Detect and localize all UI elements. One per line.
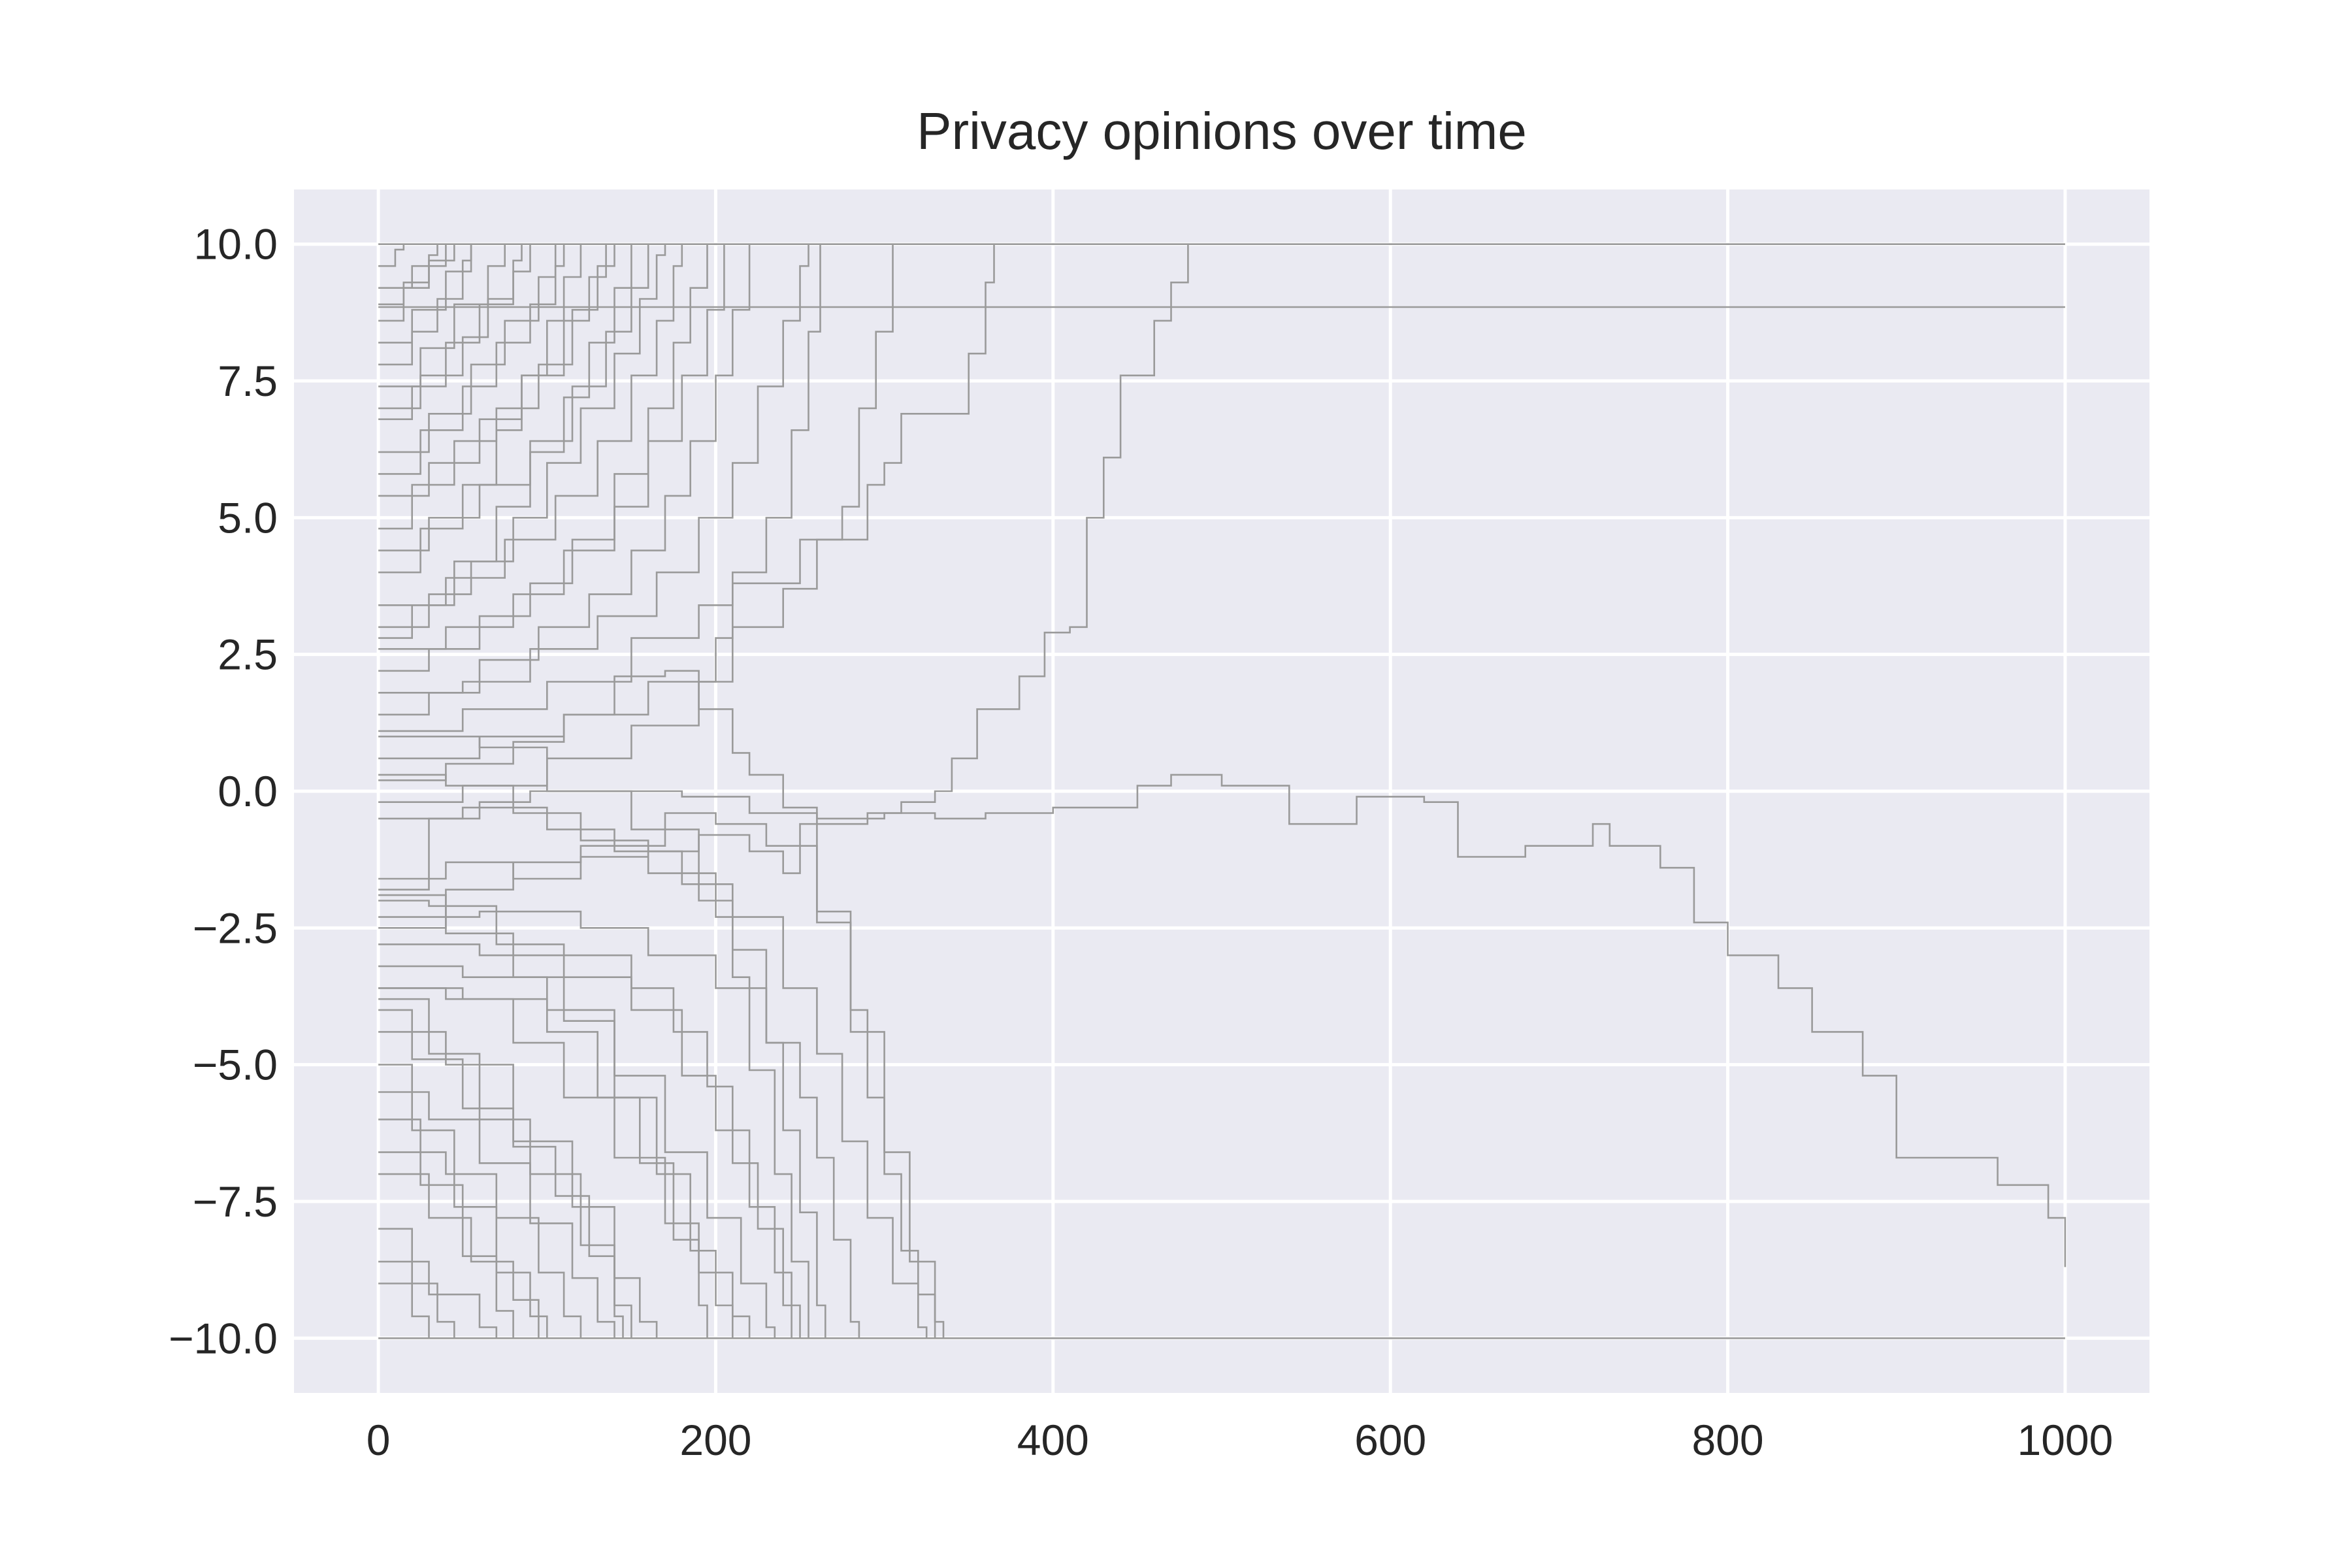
series-line-21: [378, 987, 708, 1339]
series-line-49: [378, 244, 455, 306]
y-tick-label: 0.0: [218, 767, 278, 815]
chart-title: Privacy opinions over time: [917, 102, 1527, 160]
series-line-8: [378, 736, 809, 1339]
y-axis-ticks: 10.0 7.5 5.0 2.5 0.0 −2.5 −5.0 −7.5 −10.0: [169, 220, 278, 1363]
series-line-13: [378, 1228, 455, 1339]
y-tick-label: 10.0: [194, 220, 278, 269]
series-line-34: [378, 244, 683, 606]
series-line-41: [378, 244, 472, 366]
series-line-23: [378, 1282, 430, 1339]
series-line-52: [378, 244, 632, 639]
series-line-31: [378, 244, 557, 453]
series-line-22: [378, 900, 801, 1339]
series-line-46: [378, 244, 708, 672]
series-line-44: [378, 244, 615, 530]
series-group: [378, 243, 2066, 1339]
y-tick-label: −5.0: [193, 1041, 278, 1089]
series-line-38: [378, 244, 894, 760]
series-line-43: [378, 244, 565, 475]
series-line-45: [378, 244, 666, 629]
series-line-12: [378, 1119, 514, 1339]
series-line-25: [378, 1151, 582, 1339]
y-tick-label: 2.5: [218, 630, 278, 679]
series-line-40: [378, 244, 438, 322]
x-tick-label: 1000: [2017, 1416, 2113, 1464]
series-line-24: [378, 1260, 498, 1339]
series-line-51: [378, 244, 582, 574]
series-line-18: [378, 1091, 615, 1339]
y-tick-label: −2.5: [193, 904, 278, 952]
series-line-50: [378, 244, 523, 410]
x-axis-ticks: 0 200 400 600 800 1000: [367, 1416, 2114, 1464]
series-line-36: [378, 244, 809, 694]
series-line-27: [378, 812, 936, 1339]
x-tick-label: 200: [679, 1416, 751, 1464]
x-tick-label: 0: [367, 1416, 391, 1464]
series-line-28: [378, 244, 447, 289]
series-line-42: [378, 244, 531, 420]
series-line-48: [378, 244, 405, 267]
series-line-30: [378, 244, 506, 387]
series-line-47: [378, 244, 751, 716]
series-line-26: [378, 774, 928, 1339]
series-line-19: [378, 1173, 540, 1339]
series-line-33: [378, 244, 649, 551]
y-tick-label: 5.0: [218, 493, 278, 542]
x-tick-label: 800: [1691, 1416, 1763, 1464]
series-line-20: [378, 1009, 624, 1339]
y-tick-label: 7.5: [218, 357, 278, 405]
x-tick-label: 600: [1354, 1416, 1426, 1464]
series-line-39: [378, 244, 995, 803]
y-tick-label: −7.5: [193, 1177, 278, 1226]
series-line-3: [378, 774, 2066, 1267]
x-tick-label: 400: [1017, 1416, 1089, 1464]
y-tick-label: −10.0: [169, 1314, 278, 1362]
series-line-14: [378, 1031, 658, 1339]
